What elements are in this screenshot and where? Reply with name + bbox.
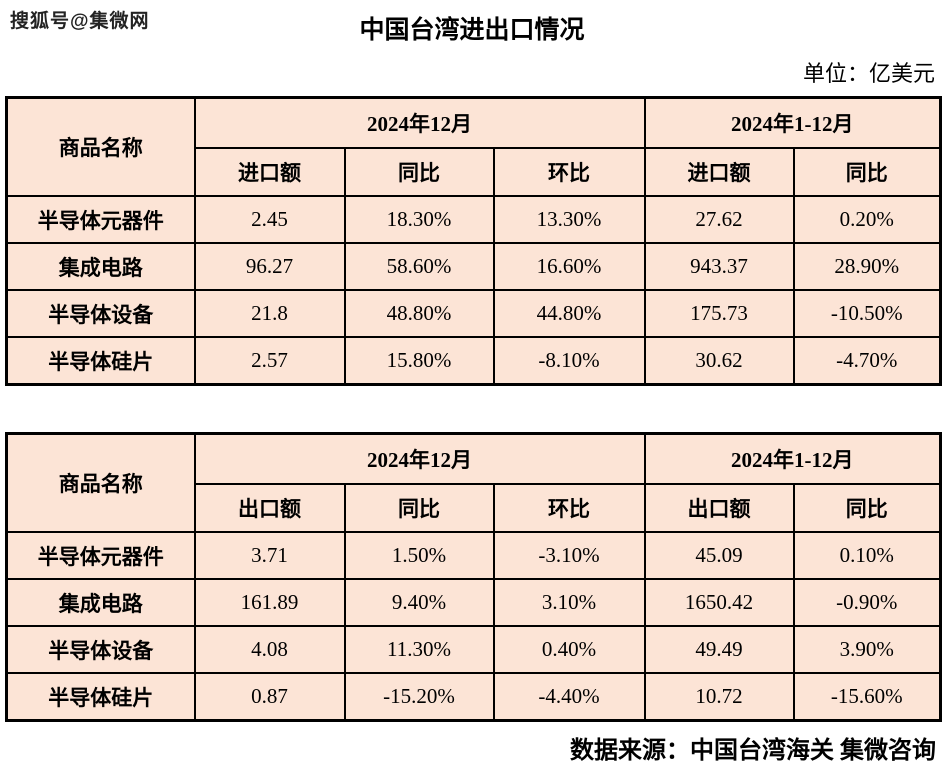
value-cell: 18.30%: [343, 195, 495, 244]
table-row: 半导体硅片 2.57 15.80% -8.10% 30.62 -4.70%: [5, 336, 942, 386]
value-cell: 16.60%: [492, 242, 646, 291]
value-cell: 4.08: [193, 625, 346, 674]
header-group-annual: 2024年1-12月: [643, 96, 942, 149]
value-cell: 44.80%: [492, 289, 646, 338]
product-name-cell: 半导体元器件: [5, 531, 196, 580]
header-yoy-annual: 同比: [792, 147, 942, 197]
value-cell: 175.73: [643, 289, 795, 338]
header-import-value-annual: 进口额: [643, 147, 795, 197]
value-cell: 3.90%: [792, 625, 942, 674]
value-cell: 28.90%: [792, 242, 942, 291]
value-cell: 96.27: [193, 242, 346, 291]
table-row: 集成电路 96.27 58.60% 16.60% 943.37 28.90%: [5, 242, 942, 291]
value-cell: 0.20%: [792, 195, 942, 244]
value-cell: 2.57: [193, 336, 346, 386]
value-cell: 0.10%: [792, 531, 942, 580]
value-cell: 1.50%: [343, 531, 495, 580]
value-cell: 943.37: [643, 242, 795, 291]
value-cell: -15.20%: [343, 672, 495, 722]
imports-header-sub-row: 进口额 同比 环比 进口额 同比: [7, 147, 942, 197]
header-export-value-dec: 出口额: [193, 483, 346, 533]
imports-header-group-row: 商品名称 2024年12月 2024年1-12月: [5, 96, 942, 197]
value-cell: 45.09: [643, 531, 795, 580]
header-group-december: 2024年12月: [193, 96, 646, 149]
value-cell: 3.10%: [492, 578, 646, 627]
value-cell: 15.80%: [343, 336, 495, 386]
header-yoy-annual: 同比: [792, 483, 942, 533]
value-cell: 3.71: [193, 531, 346, 580]
value-cell: -8.10%: [492, 336, 646, 386]
table-row: 半导体设备 21.8 48.80% 44.80% 175.73 -10.50%: [5, 289, 942, 338]
value-cell: -3.10%: [492, 531, 646, 580]
exports-table: 商品名称 2024年12月 2024年1-12月 出口额 同比 环比 出口额 同…: [5, 432, 943, 722]
header-mom-dec: 环比: [492, 147, 646, 197]
product-name-cell: 半导体硅片: [5, 336, 196, 386]
exports-table-container: 商品名称 2024年12月 2024年1-12月 出口额 同比 环比 出口额 同…: [5, 432, 943, 722]
page-title: 中国台湾进出口情况: [359, 17, 585, 44]
product-name-cell: 半导体硅片: [5, 672, 196, 722]
header-import-value-dec: 进口额: [193, 147, 346, 197]
value-cell: -0.90%: [792, 578, 942, 627]
value-cell: 58.60%: [343, 242, 495, 291]
exports-header-sub-row: 出口额 同比 环比 出口额 同比: [7, 483, 942, 533]
value-cell: -10.50%: [792, 289, 942, 338]
imports-table: 商品名称 2024年12月 2024年1-12月 进口额 同比 环比 进口额 同…: [5, 96, 943, 386]
value-cell: 49.49: [643, 625, 795, 674]
value-cell: 0.87: [193, 672, 346, 722]
imports-table-container: 商品名称 2024年12月 2024年1-12月 进口额 同比 环比 进口额 同…: [5, 96, 943, 386]
table-row: 半导体设备 4.08 11.30% 0.40% 49.49 3.90%: [5, 625, 942, 674]
product-name-cell: 集成电路: [5, 578, 196, 627]
exports-header-group-row: 商品名称 2024年12月 2024年1-12月: [5, 432, 942, 533]
table-row: 集成电路 161.89 9.40% 3.10% 1650.42 -0.90%: [5, 578, 942, 627]
value-cell: 13.30%: [492, 195, 646, 244]
value-cell: 27.62: [643, 195, 795, 244]
header-export-value-annual: 出口额: [643, 483, 795, 533]
product-name-cell: 半导体设备: [5, 289, 196, 338]
value-cell: 21.8: [193, 289, 346, 338]
value-cell: 9.40%: [343, 578, 495, 627]
sohu-watermark: 搜狐号@集微网: [10, 11, 150, 32]
unit-label: 单位：亿美元: [802, 61, 935, 86]
product-name-cell: 半导体设备: [5, 625, 196, 674]
value-cell: 11.30%: [343, 625, 495, 674]
header-group-annual: 2024年1-12月: [643, 432, 942, 485]
value-cell: 48.80%: [343, 289, 495, 338]
data-source-credit: 数据来源：中国台湾海关 集微咨询: [570, 738, 936, 764]
header-product-name: 商品名称: [5, 432, 196, 533]
header-product-name: 商品名称: [5, 96, 196, 197]
product-name-cell: 集成电路: [5, 242, 196, 291]
value-cell: -4.40%: [492, 672, 646, 722]
value-cell: 161.89: [193, 578, 346, 627]
header-group-december: 2024年12月: [193, 432, 646, 485]
table-row: 半导体元器件 2.45 18.30% 13.30% 27.62 0.20%: [5, 195, 942, 244]
header-yoy-dec: 同比: [343, 483, 495, 533]
table-row: 半导体硅片 0.87 -15.20% -4.40% 10.72 -15.60%: [5, 672, 942, 722]
header-yoy-dec: 同比: [343, 147, 495, 197]
value-cell: -4.70%: [792, 336, 942, 386]
table-row: 半导体元器件 3.71 1.50% -3.10% 45.09 0.10%: [5, 531, 942, 580]
value-cell: 10.72: [643, 672, 795, 722]
value-cell: 30.62: [643, 336, 795, 386]
value-cell: 2.45: [193, 195, 346, 244]
product-name-cell: 半导体元器件: [5, 195, 196, 244]
value-cell: 1650.42: [643, 578, 795, 627]
value-cell: 0.40%: [492, 625, 646, 674]
value-cell: -15.60%: [792, 672, 942, 722]
header-mom-dec: 环比: [492, 483, 646, 533]
